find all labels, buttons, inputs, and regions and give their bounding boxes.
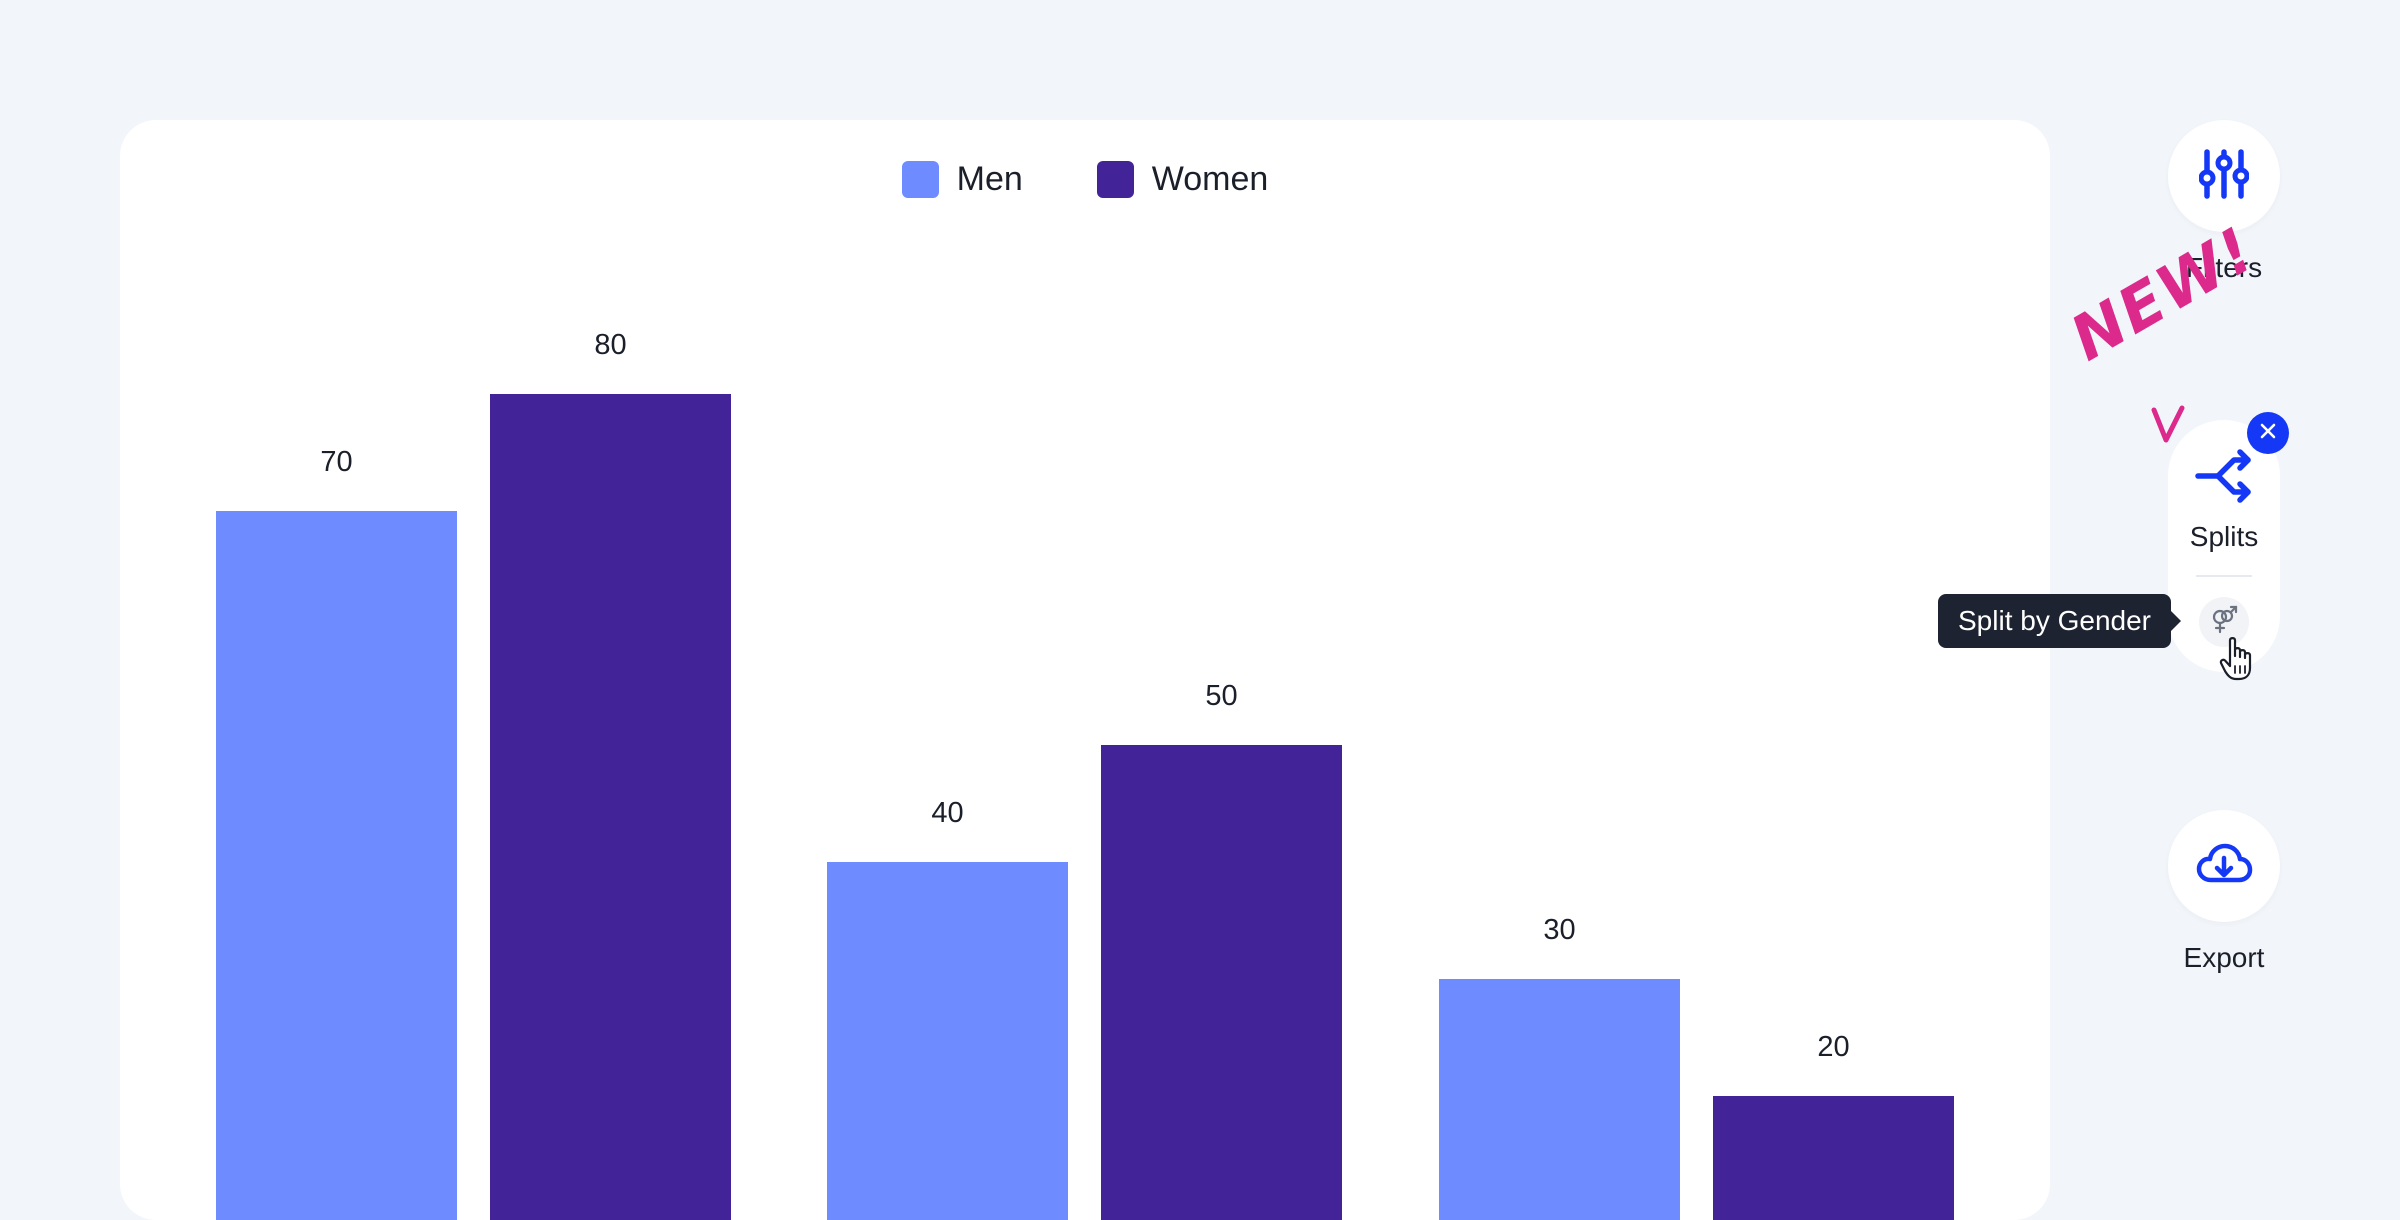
new-badge: NEW!: [2058, 212, 2268, 375]
data-label-women-3: 20: [1817, 1031, 1849, 1063]
chart-legend: Men Women: [120, 160, 2050, 199]
filters-label: Filters: [2185, 252, 2263, 283]
legend-label-men: Men: [956, 160, 1023, 198]
split-by-gender-tooltip: Split by Gender: [1938, 594, 2181, 648]
data-label-men-1: 70: [320, 446, 352, 478]
data-label-women-1: 80: [594, 329, 626, 361]
bar-women-1: [490, 394, 731, 1220]
tooltip-arrow: [2171, 611, 2181, 631]
bar-women-2: [1101, 745, 1342, 1220]
legend-item-men: Men: [901, 160, 1023, 199]
data-label-women-2: 50: [1205, 680, 1237, 712]
splits-label: Splits: [2189, 521, 2259, 552]
filters-tool[interactable]: Filters: [2168, 120, 2280, 283]
filters-button[interactable]: [2168, 120, 2280, 232]
legend-item-women: Women: [1096, 160, 1269, 199]
data-label-men-3: 30: [1543, 914, 1575, 946]
split-arrows-icon[interactable]: [2194, 448, 2254, 509]
legend-label-women: Women: [1151, 160, 1269, 198]
bar-men-2: [827, 862, 1068, 1220]
data-label-men-2: 40: [931, 797, 963, 829]
close-icon: [2259, 422, 2277, 445]
bar-men-3: [1439, 979, 1680, 1220]
new-arrow-icon: [2151, 405, 2185, 443]
export-button[interactable]: [2168, 810, 2280, 922]
legend-swatch-women: [1096, 161, 1134, 198]
sliders-icon: [2198, 148, 2250, 205]
tooltip-text: Split by Gender: [1958, 605, 2151, 636]
cloud-download-icon: [2195, 842, 2253, 891]
splits-divider: [2196, 575, 2252, 577]
chart-card: Men Women 70 80 40 50 30 20: [120, 120, 2050, 1220]
bar-women-3: [1713, 1096, 1954, 1220]
split-by-gender-button[interactable]: [2199, 597, 2249, 647]
bar-men-1: [216, 511, 457, 1220]
legend-swatch-men: [901, 161, 939, 198]
splits-panel: Splits: [2168, 420, 2280, 672]
hand-cursor-icon: [2219, 637, 2252, 681]
close-new-badge-button[interactable]: [2247, 412, 2289, 454]
bar-chart: 70 80 40 50 30 20: [216, 329, 1954, 1220]
gender-symbol-icon: [2209, 605, 2239, 640]
export-label: Export: [2183, 942, 2265, 973]
export-tool[interactable]: Export: [2168, 810, 2280, 973]
